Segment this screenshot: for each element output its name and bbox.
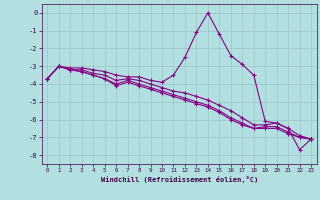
- X-axis label: Windchill (Refroidissement éolien,°C): Windchill (Refroidissement éolien,°C): [100, 176, 258, 183]
